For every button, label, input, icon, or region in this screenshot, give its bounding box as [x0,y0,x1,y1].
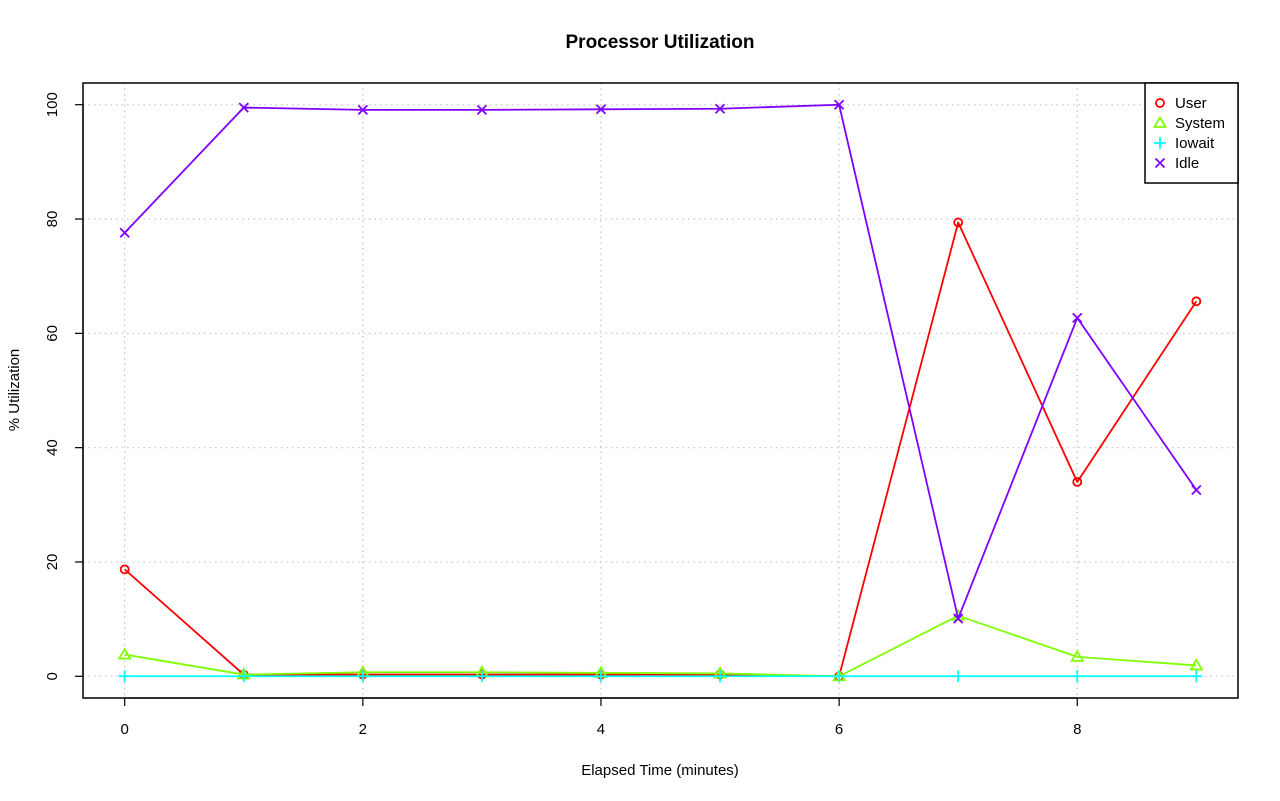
data-point-idle [714,103,726,114]
legend: User System Iowait Idle [1144,82,1239,184]
series-line-idle [124,103,1198,620]
data-point-iowait [714,670,727,683]
y-tick-label: 20 [44,554,61,571]
legend-item-system: System [1152,115,1225,132]
series-idle [119,99,1202,624]
data-point-idle [595,104,607,115]
data-point-iowait [1190,670,1203,683]
legend-item-iowait: Iowait [1154,135,1215,152]
data-point-idle [1191,484,1202,496]
legend-marker-idle [1154,157,1166,169]
data-point-idle [833,99,845,110]
y-tick-label: 60 [44,325,61,342]
data-point-iowait [833,670,846,683]
legend-label-user: User [1175,95,1207,112]
chart-title: Processor Utilization [566,32,755,53]
x-tick-label: 6 [835,721,843,738]
x-tick-label: 4 [597,721,605,738]
series-iowait [118,670,1203,683]
grid [83,83,1238,698]
plot-frame [82,82,1239,699]
data-point-user [953,217,964,228]
series-user [119,217,1202,682]
data-point-iowait [594,670,607,683]
x-tick-label: 2 [359,721,367,738]
data-point-idle [238,102,249,113]
data-point-user [119,564,130,575]
y-tick-label: 40 [44,439,61,456]
data-point-user [1191,296,1202,307]
data-point-iowait [952,670,965,683]
x-axis-label: Elapsed Time (minutes) [581,762,739,779]
series-layer [117,99,1204,683]
data-point-system [117,647,132,660]
data-point-iowait [1071,670,1084,683]
legend-marker-user [1155,98,1165,108]
legend-label-idle: Idle [1175,155,1199,172]
series-system [117,608,1204,682]
data-point-user [1072,477,1083,487]
legend-item-idle: Idle [1154,155,1199,172]
y-axis-label: % Utilization [6,349,23,432]
legend-label-iowait: Iowait [1175,135,1215,152]
y-tick-label: 0 [44,672,61,680]
legend-marker-system [1152,115,1168,128]
legend-item-user: User [1155,95,1207,112]
y-axis: 0 20 40 60 80 100 [44,92,84,680]
legend-marker-iowait [1154,137,1166,149]
y-tick-label: 100 [44,92,61,117]
data-point-idle [476,104,488,115]
data-point-idle [357,104,368,115]
x-axis: 0 2 4 6 8 [121,697,1081,738]
series-line-system [124,614,1197,678]
x-tick-label: 0 [121,721,129,738]
y-tick-label: 80 [44,211,61,228]
data-point-idle [119,227,130,238]
data-point-iowait [118,670,131,683]
x-tick-label: 8 [1073,721,1081,738]
data-point-iowait [475,670,488,683]
data-point-system [1070,649,1085,662]
data-point-iowait [237,670,250,683]
legend-label-system: System [1175,115,1225,132]
data-point-idle [953,613,964,624]
series-line-user [124,221,1198,678]
data-point-idle [1072,312,1083,324]
data-point-system [1189,658,1204,671]
data-point-iowait [356,670,369,683]
